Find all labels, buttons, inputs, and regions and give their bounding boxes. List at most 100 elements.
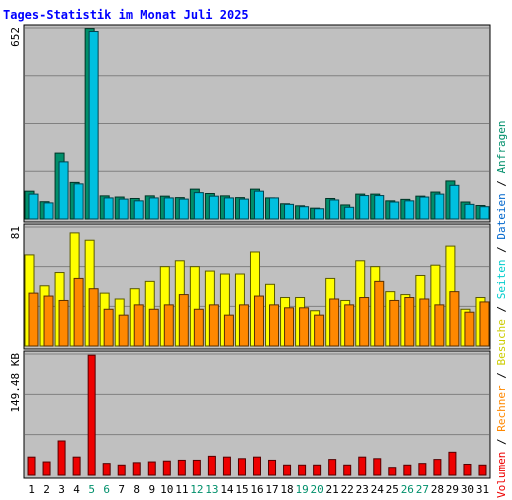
bar-dateien-3 (58, 161, 69, 220)
bar-dateien-5 (88, 31, 99, 220)
bar-seiten-20 (314, 314, 325, 347)
bar-volumen-1 (27, 456, 36, 476)
legend-entry-dateien: Dateien (495, 193, 508, 239)
bar-volumen-24 (373, 458, 382, 476)
bar-dateien-24 (374, 195, 385, 220)
bar-seiten-29 (449, 291, 460, 347)
bar-seiten-23 (359, 297, 370, 347)
series-volumen (27, 354, 487, 476)
x-tick-label: 6 (103, 483, 110, 496)
bar-volumen-16 (253, 456, 261, 476)
bar-volumen-3 (57, 440, 66, 476)
bar-volumen-7 (117, 464, 126, 476)
bar-seiten-12 (193, 308, 204, 347)
bar-dateien-9 (148, 197, 159, 220)
legend-entry-anfragen: Anfragen (495, 120, 508, 173)
panel-requests-files: 652 (9, 24, 491, 223)
bar-dateien-25 (389, 201, 400, 220)
bar-seiten-2 (43, 295, 54, 347)
bar-seiten-4 (73, 277, 84, 347)
chart-panels: 652 81 149.48 KB (9, 24, 491, 479)
bar-dateien-21 (329, 199, 340, 220)
bar-dateien-18 (284, 203, 295, 220)
bar-dateien-12 (193, 192, 204, 220)
bar-seiten-6 (103, 308, 114, 347)
x-tick-label: 13 (205, 483, 218, 496)
bar-volumen-6 (102, 463, 111, 476)
bar-seiten-26 (404, 297, 415, 347)
x-tick-label: 23 (356, 483, 369, 496)
bar-seiten-27 (419, 298, 430, 347)
bar-volumen-4 (72, 456, 81, 476)
bar-volumen-18 (283, 464, 292, 476)
x-tick-label: 1 (28, 483, 35, 496)
x-tick-label: 19 (295, 483, 308, 496)
legend-separator: / (495, 366, 508, 386)
bar-seiten-1 (28, 292, 39, 347)
y-max-label: 652 (9, 27, 22, 47)
bar-dateien-26 (404, 200, 415, 220)
bar-volumen-2 (42, 461, 51, 476)
legend-separator: / (495, 240, 508, 260)
x-tick-label: 4 (73, 483, 80, 496)
bar-seiten-3 (58, 299, 69, 347)
bar-seiten-11 (178, 294, 189, 347)
bar-dateien-2 (43, 202, 54, 220)
bar-seiten-10 (163, 304, 174, 347)
bar-seiten-15 (238, 304, 249, 347)
bar-volumen-22 (343, 464, 352, 476)
bar-volumen-9 (147, 461, 156, 476)
x-tick-label: 25 (386, 483, 399, 496)
bar-dateien-13 (208, 195, 219, 220)
bar-volumen-30 (463, 463, 472, 476)
bar-dateien-4 (73, 183, 84, 220)
x-tick-label: 10 (160, 483, 173, 496)
x-axis-labels: 1 2 3 4 5 6 7 8 9 10 11 12 13 14 15 16 17 18 19 20 21 22 23 24 2… (28, 483, 489, 496)
bar-seiten-17 (269, 304, 280, 347)
bar-dateien-6 (103, 197, 114, 220)
bar-volumen-8 (132, 462, 141, 476)
x-tick-label: 27 (416, 483, 429, 496)
x-tick-label: 5 (88, 483, 95, 496)
legend-separator: / (495, 432, 508, 452)
y-max-label: 149.48 KB (9, 353, 22, 413)
bar-volumen-19 (298, 464, 307, 476)
series-dateien (28, 31, 490, 220)
bar-volumen-20 (313, 464, 322, 476)
x-tick-label: 12 (190, 483, 203, 496)
bar-seiten-8 (133, 304, 144, 347)
legend-separator: / (495, 299, 508, 319)
bar-seiten-9 (148, 308, 159, 347)
legend-entry-seiten: Seiten (495, 260, 508, 300)
bar-dateien-15 (238, 198, 249, 220)
bar-volumen-23 (358, 456, 367, 476)
legend-entry-rechner: Rechner (495, 385, 508, 432)
bar-dateien-22 (344, 206, 355, 220)
bar-volumen-11 (177, 459, 186, 476)
bar-dateien-19 (299, 206, 310, 220)
bar-dateien-7 (118, 198, 129, 220)
bar-seiten-24 (374, 280, 385, 347)
x-tick-label: 8 (133, 483, 140, 496)
bar-volumen-28 (433, 459, 442, 476)
bar-dateien-10 (163, 197, 174, 220)
x-tick-label: 15 (235, 483, 248, 496)
x-tick-label: 26 (401, 483, 414, 496)
bar-seiten-13 (208, 304, 219, 347)
bar-dateien-29 (449, 184, 460, 220)
legend-entry-volumen: Volumen (495, 452, 508, 498)
bar-dateien-14 (223, 197, 234, 220)
bar-seiten-14 (223, 314, 234, 347)
bar-volumen-13 (207, 455, 216, 476)
bar-dateien-27 (419, 196, 430, 220)
bar-seiten-16 (253, 295, 264, 347)
x-tick-label: 22 (341, 483, 354, 496)
bar-volumen-14 (222, 456, 231, 476)
bar-seiten-19 (299, 307, 310, 347)
x-tick-label: 14 (220, 483, 234, 496)
bar-volumen-29 (448, 451, 457, 476)
x-tick-label: 16 (250, 483, 263, 496)
legend-text: Volumen / Rechner / Besuche / Seiten / D… (495, 120, 508, 498)
bar-volumen-17 (268, 459, 277, 476)
legend-entry-besuche: Besuche (495, 319, 508, 365)
